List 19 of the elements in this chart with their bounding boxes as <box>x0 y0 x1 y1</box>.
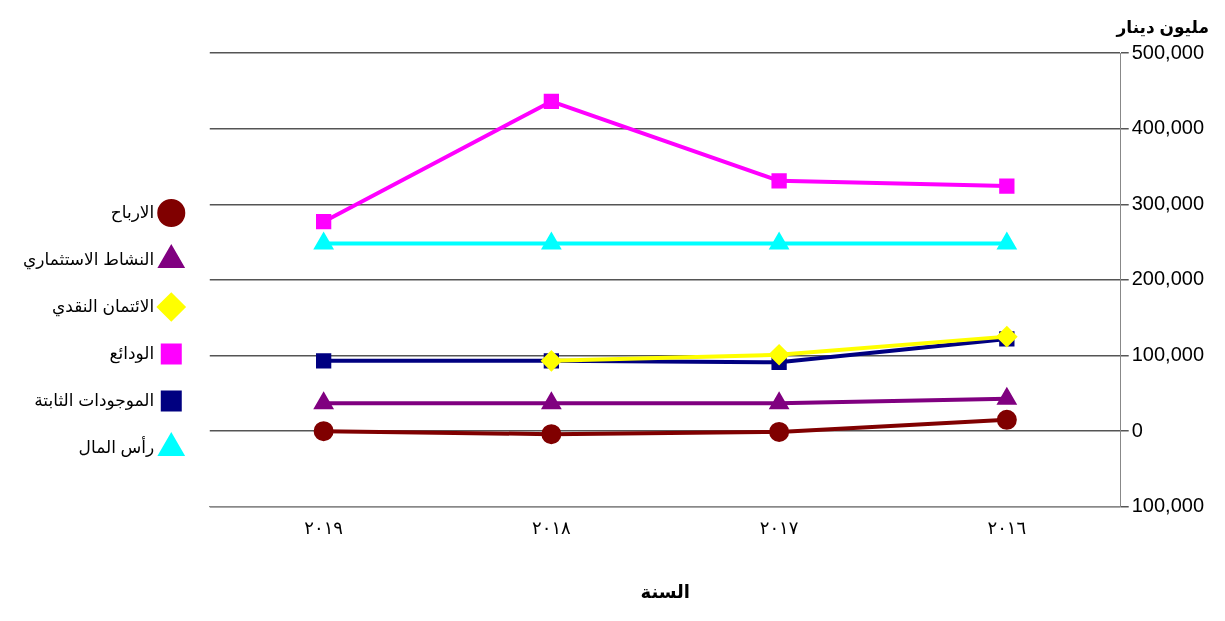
y-tick-label: 100,000 <box>1131 494 1204 517</box>
x-axis-title: السنة <box>640 582 690 603</box>
y-tick-label: 300,000 <box>1131 191 1204 214</box>
legend-label: الموجودات الثابتة <box>34 390 155 410</box>
y-tick-label: 500,000 <box>1131 40 1204 63</box>
x-tick-label: ٢٠١٨ <box>532 517 572 538</box>
y-tick-label: 0 <box>1131 418 1143 441</box>
x-tick-label: ٢٠١٦ <box>987 517 1027 538</box>
y-tick-label: 100,000 <box>1131 343 1204 366</box>
y-tick-label: 400,000 <box>1131 116 1204 139</box>
legend-label: رأس المال <box>78 435 155 457</box>
y-axis-title: مليون دينار <box>1115 18 1209 39</box>
legend-label: الائتمان النقدي <box>51 296 155 317</box>
legend-label: الودائع <box>109 343 155 364</box>
legend-label: الارباح <box>110 202 155 223</box>
x-tick-label: ٢٠١٩ <box>304 517 343 538</box>
y-tick-label: 200,000 <box>1131 267 1204 290</box>
legend-label: النشاط الاستثماري <box>22 249 155 270</box>
x-tick-label: ٢٠١٧ <box>759 517 799 538</box>
